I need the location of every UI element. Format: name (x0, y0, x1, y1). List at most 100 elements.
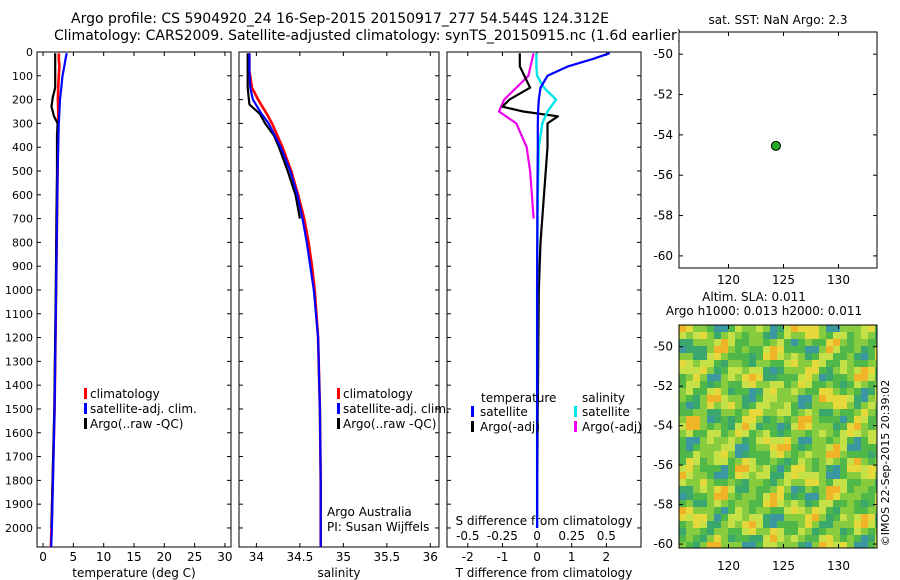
sla-cell (686, 402, 694, 410)
imos-stamp: ©IMOS 22-Sep-2015 20:39:02 (879, 380, 892, 546)
sla-cell (693, 395, 701, 403)
sla-cell (861, 416, 869, 424)
sla-cell (840, 528, 848, 536)
sla-cell (700, 416, 708, 424)
sla-cell (707, 507, 715, 515)
sla-cell (721, 444, 729, 452)
sla-cell (777, 402, 785, 410)
sla-cell (784, 479, 792, 487)
sla-cell (868, 416, 876, 424)
sla-cell (875, 472, 877, 480)
sla-cell (847, 346, 855, 354)
temperature-legend-label: Argo(..raw -QC) (90, 417, 183, 431)
sla-cell (819, 367, 827, 375)
sla-cell (686, 409, 694, 417)
sla-cell (833, 500, 841, 508)
sla-cell (854, 542, 862, 548)
sla-cell (728, 479, 736, 487)
sla-cell (700, 542, 708, 548)
sla-cell (742, 416, 750, 424)
sla-cell (826, 409, 834, 417)
sla-cell (686, 458, 694, 466)
sla-cell (700, 346, 708, 354)
sla-cell (763, 416, 771, 424)
sla-cell (868, 409, 876, 417)
salinity-panel-frame (238, 51, 440, 548)
sla-cell (812, 465, 820, 473)
sla-cell (805, 395, 813, 403)
sla-cell (721, 535, 729, 543)
sla-cell (847, 507, 855, 515)
sla-cell (777, 332, 785, 340)
sla-cell (812, 339, 820, 347)
sla-cell (826, 493, 834, 501)
sla-cell (861, 479, 869, 487)
sla-cell (791, 339, 799, 347)
sla-cell (721, 360, 729, 368)
sla-cell (777, 514, 785, 522)
sla-cell (875, 423, 877, 431)
sla-cell (826, 458, 834, 466)
sla-cell (735, 479, 743, 487)
sla-cell (875, 374, 877, 382)
depth-tick-label: 100 (12, 70, 33, 83)
sla-cell (805, 479, 813, 487)
sla-cell (840, 437, 848, 445)
salinity-legend-swatch (337, 403, 340, 414)
sla-cell (875, 402, 877, 410)
sla-cell (770, 493, 778, 501)
sla-cell (833, 332, 841, 340)
sla-cell (707, 409, 715, 417)
sla-cell (714, 381, 722, 389)
sla-cell (833, 381, 841, 389)
sla-cell (693, 542, 701, 548)
sla-cell (707, 514, 715, 522)
sla-cell (707, 465, 715, 473)
depth-tick-label: 1800 (5, 474, 33, 487)
sla-cell (763, 430, 771, 438)
sla-cell (735, 535, 743, 543)
sla-cell (693, 381, 701, 389)
sla-cell (826, 395, 834, 403)
sla-cell (693, 535, 701, 543)
sla-cell (749, 430, 757, 438)
sla-cell (819, 437, 827, 445)
sla-cell (833, 346, 841, 354)
sla-cell (749, 395, 757, 403)
depth-tick-label: 1400 (5, 379, 33, 392)
diff-legend-salinity-swatch (574, 406, 577, 417)
sla-cell (791, 479, 799, 487)
sla-cell (861, 430, 869, 438)
sla-cell (693, 402, 701, 410)
sla-cell (770, 402, 778, 410)
depth-tick-label: 1700 (5, 451, 33, 464)
sla-cell (840, 360, 848, 368)
sla-cell (840, 325, 848, 333)
sla-cell (770, 353, 778, 361)
sla-cell (700, 528, 708, 536)
sla-cell (875, 388, 877, 396)
sla-cell (693, 493, 701, 501)
sla-cell (798, 332, 806, 340)
sla-cell (735, 458, 743, 466)
sla-cell (756, 395, 764, 403)
sla-cell (833, 528, 841, 536)
salinity-legend-label: climatology (343, 387, 413, 401)
sla-cell (728, 521, 736, 529)
temperature-satellite-diff-line (535, 52, 611, 528)
sla-cell (812, 472, 820, 480)
sla-cell (798, 353, 806, 361)
sla-cell (777, 521, 785, 529)
sla-cell (735, 493, 743, 501)
sla-cell (840, 346, 848, 354)
salinity-legend-swatch (337, 418, 340, 429)
sla-cell (854, 402, 862, 410)
sla-cell (805, 416, 813, 424)
sla-cell (847, 353, 855, 361)
sla-cell (875, 542, 877, 548)
sla-cell (868, 388, 876, 396)
salinity-argo-line (246, 53, 301, 219)
sla-cell (714, 388, 722, 396)
sla-cell (728, 458, 736, 466)
